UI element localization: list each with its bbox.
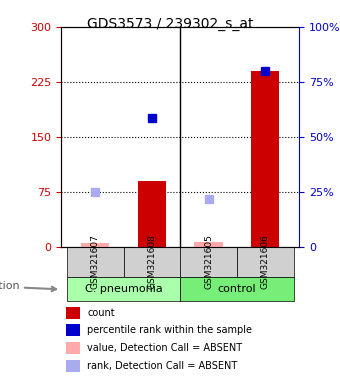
Text: C. pneumonia: C. pneumonia bbox=[85, 284, 163, 294]
FancyBboxPatch shape bbox=[237, 247, 293, 277]
Bar bbox=[66, 360, 80, 372]
Text: GSM321607: GSM321607 bbox=[91, 234, 100, 289]
Bar bbox=[66, 307, 80, 319]
Bar bbox=[66, 324, 80, 336]
FancyBboxPatch shape bbox=[67, 277, 180, 301]
Text: infection: infection bbox=[0, 281, 56, 291]
Text: GSM321608: GSM321608 bbox=[147, 234, 156, 289]
Text: GSM321606: GSM321606 bbox=[261, 234, 270, 289]
FancyBboxPatch shape bbox=[180, 277, 293, 301]
Bar bbox=[251, 71, 279, 247]
Text: control: control bbox=[218, 284, 256, 294]
FancyBboxPatch shape bbox=[180, 247, 237, 277]
Text: count: count bbox=[87, 308, 115, 318]
Text: GSM321605: GSM321605 bbox=[204, 234, 213, 289]
Bar bbox=[194, 242, 223, 247]
Text: GDS3573 / 239302_s_at: GDS3573 / 239302_s_at bbox=[87, 17, 253, 31]
Bar bbox=[138, 180, 166, 247]
Text: rank, Detection Call = ABSENT: rank, Detection Call = ABSENT bbox=[87, 361, 238, 371]
FancyBboxPatch shape bbox=[123, 247, 180, 277]
Bar bbox=[66, 342, 80, 354]
FancyBboxPatch shape bbox=[67, 247, 123, 277]
Bar bbox=[81, 243, 109, 247]
Text: value, Detection Call = ABSENT: value, Detection Call = ABSENT bbox=[87, 343, 242, 353]
Text: percentile rank within the sample: percentile rank within the sample bbox=[87, 325, 252, 335]
